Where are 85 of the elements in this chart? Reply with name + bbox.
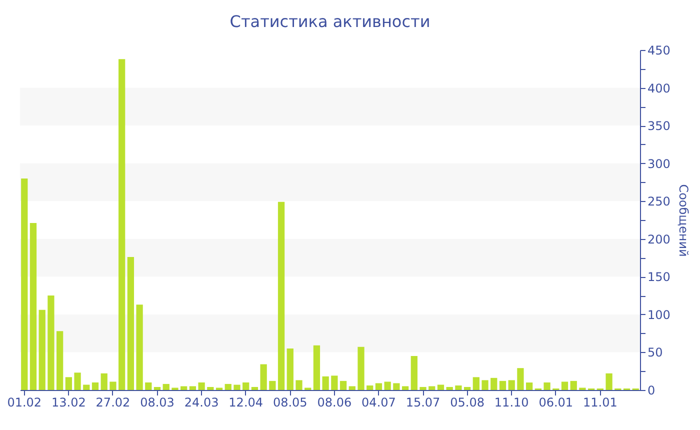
x-tick-label: 04.07 (362, 396, 396, 410)
bar (366, 385, 374, 390)
y-tick-label: 300 (648, 156, 670, 171)
bar (375, 383, 382, 390)
bar (286, 348, 294, 390)
bar (340, 380, 347, 390)
bar (21, 178, 28, 390)
bar (74, 372, 81, 390)
bar (472, 377, 480, 390)
y-tick-label: 400 (648, 81, 670, 96)
bar (393, 383, 400, 390)
bar (508, 380, 515, 390)
bar (402, 386, 409, 390)
bar (100, 373, 108, 390)
bar (154, 386, 161, 390)
bar (296, 380, 302, 390)
bar (428, 386, 436, 390)
bar (234, 384, 240, 390)
y-tick-label: 200 (648, 232, 670, 246)
bar (482, 380, 488, 390)
x-tick-label: 01.02 (7, 396, 42, 410)
y-tick-label: 250 (648, 194, 670, 209)
bar (145, 382, 152, 390)
x-tick-label: 11.10 (494, 396, 529, 410)
x-tick-label: 08.06 (317, 396, 352, 410)
bar (224, 384, 232, 390)
x-tick-label: 06.01 (538, 396, 574, 410)
chart-title: Статистика активности (230, 12, 430, 31)
bar (92, 382, 99, 390)
bar (437, 384, 444, 390)
bar (180, 386, 188, 390)
bar (162, 384, 170, 390)
bar (269, 380, 276, 390)
bar (384, 382, 391, 390)
x-tick-label: 08.03 (140, 396, 174, 410)
y-tick-label: 450 (648, 44, 670, 58)
bar (455, 385, 462, 390)
x-tick-label: 13.02 (51, 396, 86, 410)
bar (83, 384, 90, 390)
bar (420, 386, 426, 390)
y-tick-label: 50 (648, 346, 663, 360)
x-tick-label: 05.08 (450, 396, 484, 410)
bar (242, 382, 250, 390)
bar (517, 368, 524, 390)
bar (348, 386, 356, 390)
bar (570, 380, 577, 390)
bar (464, 386, 471, 390)
y-tick-label: 0 (648, 384, 656, 398)
bar (446, 386, 453, 390)
y-tick-label: 350 (648, 119, 670, 134)
x-tick-label: 12.04 (228, 396, 264, 410)
x-tick-label: 11.01 (583, 396, 618, 410)
bar (410, 356, 418, 390)
bar (278, 202, 285, 390)
bar (561, 382, 568, 390)
x-tick-label: 15.07 (406, 396, 440, 410)
bar (48, 296, 54, 390)
bar (38, 310, 46, 390)
y-tick-label: 150 (648, 270, 670, 284)
bar (544, 382, 550, 390)
y-axis-title: Сообщений (676, 184, 690, 257)
x-tick-label: 24.03 (184, 396, 219, 410)
bar (331, 376, 338, 390)
bar (490, 378, 498, 390)
bar (118, 59, 126, 390)
y-tick-label: 100 (648, 308, 670, 322)
bar (65, 377, 72, 390)
bar (56, 331, 64, 390)
x-tick-label: 08.05 (272, 396, 308, 410)
bar (30, 223, 37, 390)
bar (358, 346, 364, 390)
bar (260, 364, 267, 390)
bar (189, 386, 196, 390)
bar (606, 373, 612, 390)
bar (198, 382, 205, 390)
bar (127, 257, 134, 390)
bar (136, 304, 143, 390)
bar (526, 382, 533, 390)
bar (207, 386, 214, 390)
bar (110, 382, 116, 390)
bar (251, 386, 258, 390)
bar (499, 380, 506, 390)
bar (322, 376, 329, 390)
bar (313, 345, 320, 390)
x-tick-label: 27.02 (96, 396, 130, 410)
